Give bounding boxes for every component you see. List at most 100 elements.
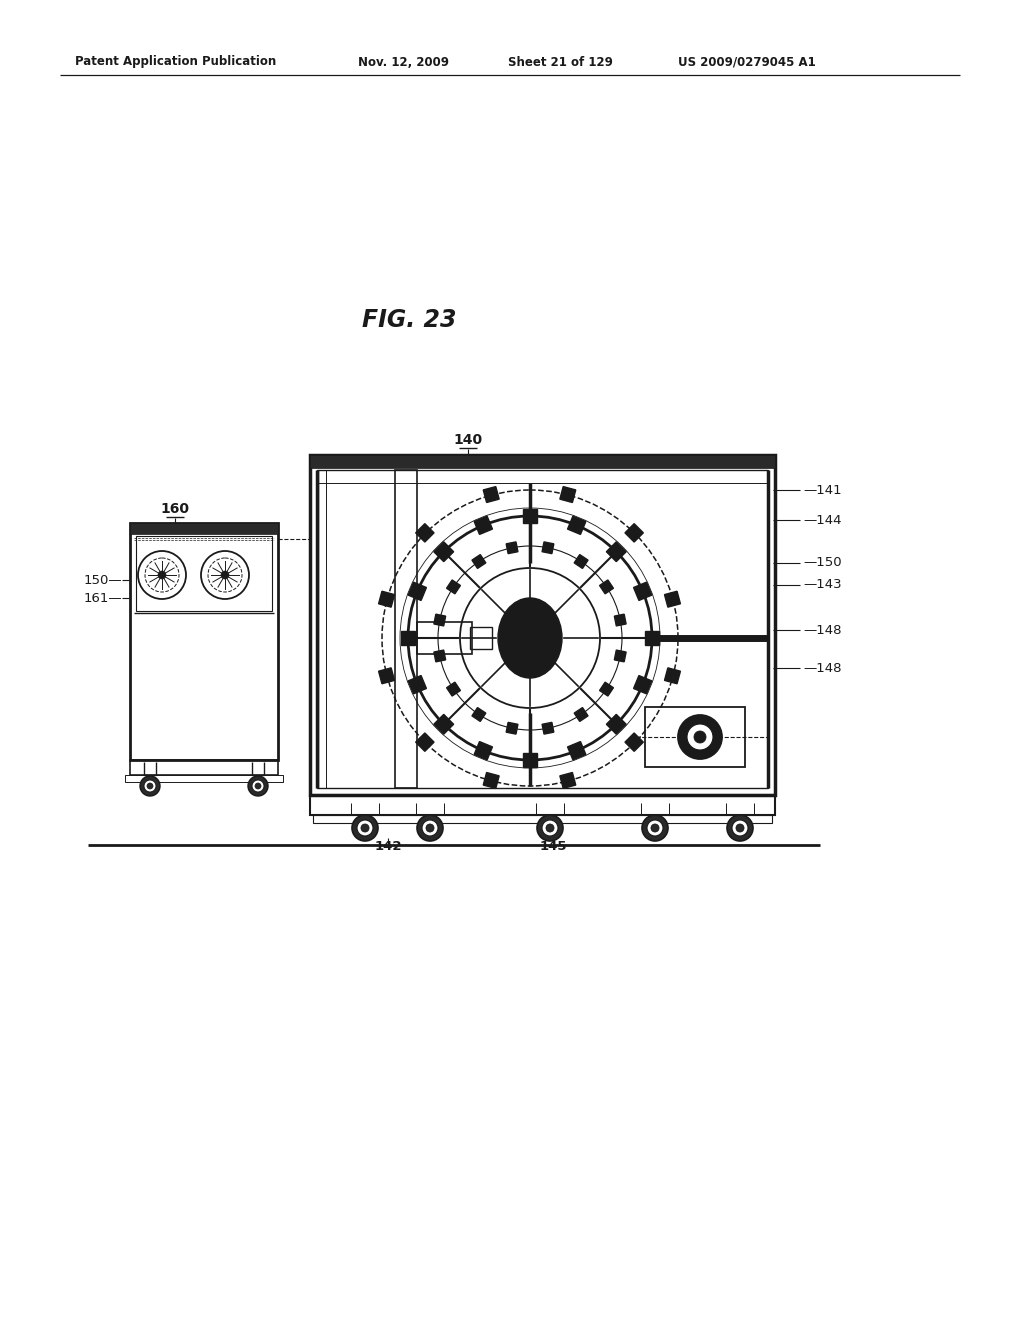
Bar <box>600 682 613 696</box>
Bar <box>506 543 518 553</box>
Text: —141: —141 <box>803 483 842 496</box>
Bar <box>417 622 472 653</box>
Circle shape <box>252 780 264 792</box>
Circle shape <box>352 814 378 841</box>
Bar <box>310 455 775 795</box>
Bar <box>313 814 772 822</box>
Bar <box>523 510 537 523</box>
Bar <box>483 487 499 503</box>
Bar <box>625 524 643 543</box>
Bar <box>130 760 278 775</box>
Bar <box>379 668 394 684</box>
Circle shape <box>361 824 369 832</box>
Text: 145: 145 <box>540 840 566 853</box>
Bar <box>446 682 461 696</box>
Ellipse shape <box>498 598 562 678</box>
Bar <box>474 516 493 535</box>
Circle shape <box>694 731 706 743</box>
Bar <box>470 627 492 649</box>
Bar <box>125 775 283 781</box>
Text: —150: —150 <box>803 557 842 569</box>
Circle shape <box>248 776 268 796</box>
Text: US 2009/0279045 A1: US 2009/0279045 A1 <box>678 55 816 69</box>
Circle shape <box>687 723 713 750</box>
Text: Nov. 12, 2009: Nov. 12, 2009 <box>358 55 449 69</box>
Bar <box>614 614 626 626</box>
Bar <box>317 470 768 788</box>
Bar <box>472 708 485 722</box>
Bar <box>416 733 434 751</box>
Circle shape <box>736 824 744 832</box>
Bar <box>574 554 588 569</box>
Bar <box>310 455 775 469</box>
Circle shape <box>426 824 434 832</box>
Circle shape <box>144 780 156 792</box>
Bar <box>506 722 518 734</box>
Bar <box>409 676 426 694</box>
Bar <box>542 722 554 734</box>
Bar <box>434 614 445 626</box>
Circle shape <box>255 783 261 789</box>
Bar <box>645 708 745 767</box>
Bar <box>434 649 445 661</box>
Circle shape <box>542 820 558 836</box>
Bar <box>472 554 485 569</box>
Bar <box>310 795 775 814</box>
Text: —148: —148 <box>803 623 842 636</box>
Text: —144: —144 <box>803 513 842 527</box>
Bar <box>606 541 626 561</box>
Bar <box>434 714 454 734</box>
Text: 150—: 150— <box>83 573 122 586</box>
Bar <box>567 742 586 760</box>
Circle shape <box>422 820 438 836</box>
Bar <box>606 714 626 734</box>
Circle shape <box>678 715 722 759</box>
Bar <box>379 591 394 607</box>
Bar <box>560 772 575 788</box>
Bar <box>395 470 417 788</box>
Bar <box>614 649 626 661</box>
Bar <box>401 631 415 645</box>
Text: 140: 140 <box>454 433 482 447</box>
Bar <box>574 708 588 722</box>
Bar <box>474 742 493 760</box>
Bar <box>446 579 461 594</box>
Text: 142: 142 <box>374 840 401 853</box>
Circle shape <box>158 572 166 579</box>
Circle shape <box>417 814 443 841</box>
Circle shape <box>221 572 229 579</box>
Bar <box>483 772 499 788</box>
Bar <box>434 541 454 561</box>
Circle shape <box>642 814 668 841</box>
Circle shape <box>357 820 373 836</box>
Bar <box>130 523 278 760</box>
Circle shape <box>147 783 153 789</box>
Text: —148: —148 <box>803 661 842 675</box>
Bar <box>523 752 537 767</box>
Bar <box>625 733 643 751</box>
Text: 160: 160 <box>161 502 189 516</box>
Text: —143: —143 <box>803 578 842 591</box>
Bar <box>560 487 575 503</box>
Text: 161—: 161— <box>83 591 122 605</box>
Bar <box>542 543 554 553</box>
Text: Sheet 21 of 129: Sheet 21 of 129 <box>508 55 613 69</box>
Circle shape <box>727 814 753 841</box>
Bar <box>567 516 586 535</box>
Circle shape <box>546 824 554 832</box>
Bar <box>136 536 272 611</box>
Circle shape <box>537 814 563 841</box>
Circle shape <box>140 776 160 796</box>
Bar <box>634 582 652 601</box>
Bar <box>600 579 613 594</box>
Circle shape <box>647 820 663 836</box>
Bar <box>409 582 426 601</box>
Bar <box>130 523 278 535</box>
Text: Patent Application Publication: Patent Application Publication <box>75 55 276 69</box>
Bar <box>665 591 680 607</box>
Circle shape <box>651 824 659 832</box>
Bar <box>645 631 659 645</box>
Bar <box>634 676 652 694</box>
Circle shape <box>732 820 748 836</box>
Text: FIG. 23: FIG. 23 <box>362 308 457 333</box>
